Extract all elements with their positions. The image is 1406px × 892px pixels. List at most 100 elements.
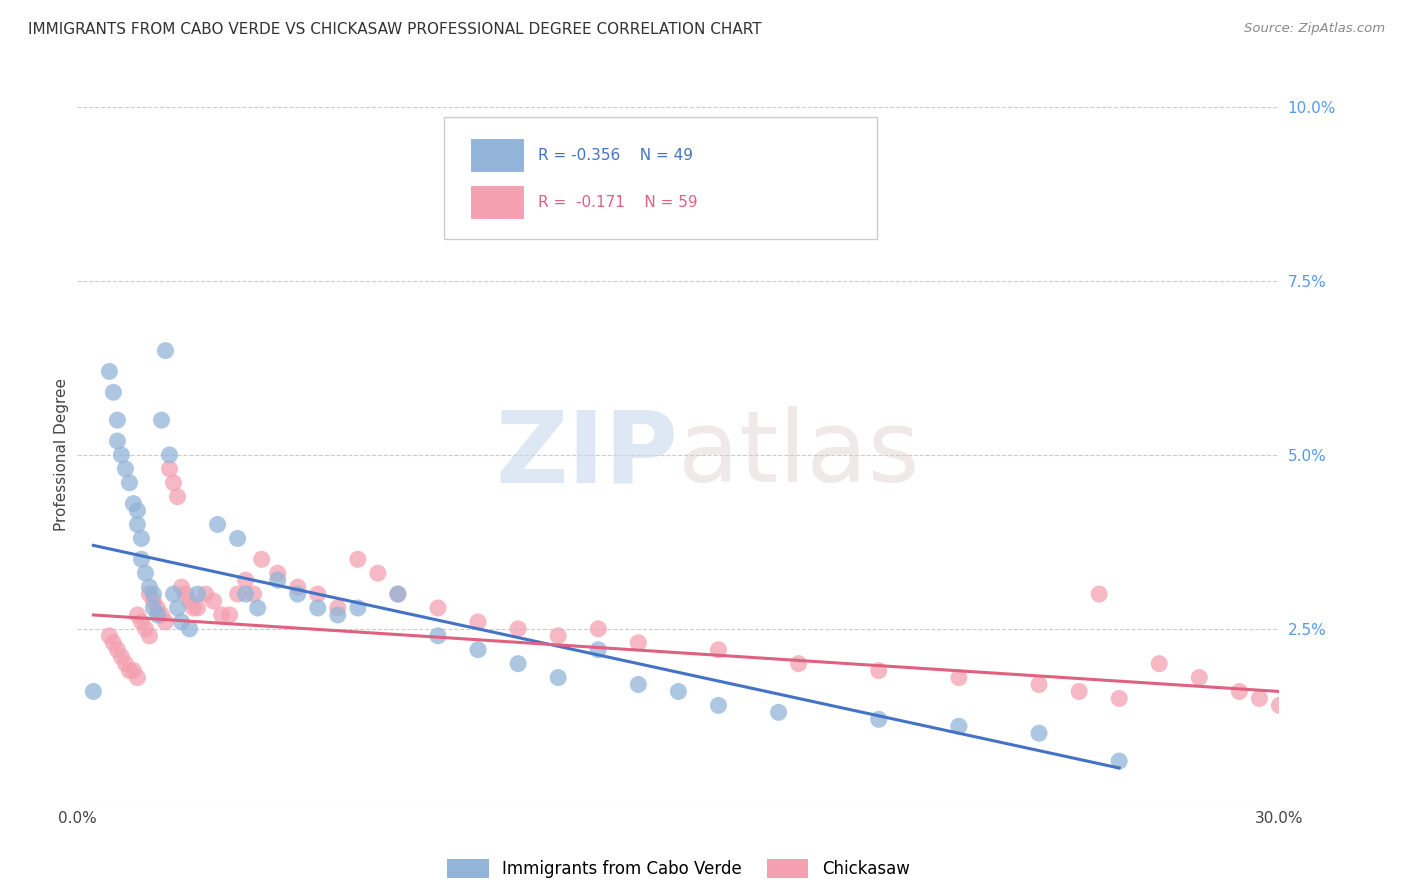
Point [1149, 657, 1171, 671]
Point [768, 706, 790, 720]
Text: Source: ZipAtlas.com: Source: ZipAtlas.com [1244, 22, 1385, 36]
Point [155, 343, 177, 358]
Point [170, 615, 193, 629]
Point [226, 532, 249, 546]
Point [287, 580, 309, 594]
Point [250, 552, 273, 566]
Point [110, 649, 132, 664]
Point [146, 607, 169, 622]
Point [508, 657, 530, 671]
Text: R = -0.356    N = 49: R = -0.356 N = 49 [537, 148, 693, 163]
Point [467, 642, 489, 657]
Point [307, 601, 329, 615]
Point [547, 671, 569, 685]
Point [707, 642, 730, 657]
Point [146, 601, 169, 615]
Point [98, 629, 121, 643]
Point [226, 587, 249, 601]
Point [142, 587, 165, 601]
Point [207, 517, 229, 532]
Point [114, 657, 136, 671]
Point [427, 629, 450, 643]
Point [179, 622, 201, 636]
Point [118, 475, 141, 490]
Point [110, 448, 132, 462]
Point [211, 607, 233, 622]
Point [183, 601, 205, 615]
Point [107, 413, 129, 427]
Point [134, 622, 156, 636]
Point [627, 677, 650, 691]
Point [82, 684, 104, 698]
Point [547, 629, 569, 643]
Text: atlas: atlas [679, 407, 920, 503]
Point [347, 601, 370, 615]
Point [1088, 587, 1111, 601]
Point [588, 642, 610, 657]
Point [103, 636, 125, 650]
Point [118, 664, 141, 678]
Point [150, 413, 173, 427]
Point [1028, 726, 1050, 740]
Point [387, 587, 409, 601]
Point [668, 684, 690, 698]
Point [267, 566, 290, 581]
Point [127, 671, 149, 685]
Point [166, 490, 188, 504]
Point [127, 517, 149, 532]
Point [326, 607, 349, 622]
Point [202, 594, 225, 608]
Point [127, 503, 149, 517]
Text: ZIP: ZIP [495, 407, 679, 503]
Point [347, 552, 370, 566]
Point [1028, 677, 1050, 691]
Point [170, 580, 193, 594]
Point [131, 615, 153, 629]
Point [1249, 691, 1271, 706]
Point [627, 636, 650, 650]
Point [235, 587, 257, 601]
Legend: Immigrants from Cabo Verde, Chickasaw: Immigrants from Cabo Verde, Chickasaw [440, 853, 917, 885]
Point [138, 580, 160, 594]
Point [150, 607, 173, 622]
Point [287, 587, 309, 601]
Point [1188, 671, 1211, 685]
Point [103, 385, 125, 400]
Point [1108, 754, 1130, 768]
Point [787, 657, 810, 671]
Point [235, 573, 257, 587]
Point [242, 587, 264, 601]
Point [122, 497, 145, 511]
Text: IMMIGRANTS FROM CABO VERDE VS CHICKASAW PROFESSIONAL DEGREE CORRELATION CHART: IMMIGRANTS FROM CABO VERDE VS CHICKASAW … [28, 22, 762, 37]
Point [142, 594, 165, 608]
Text: R =  -0.171    N = 59: R = -0.171 N = 59 [537, 194, 697, 210]
Point [122, 664, 145, 678]
Point [1108, 691, 1130, 706]
Point [467, 615, 489, 629]
Point [427, 601, 450, 615]
Point [218, 607, 240, 622]
Point [138, 629, 160, 643]
Point [187, 587, 209, 601]
Point [98, 364, 121, 378]
Point [307, 587, 329, 601]
FancyBboxPatch shape [471, 138, 524, 173]
Point [588, 622, 610, 636]
Point [367, 566, 389, 581]
Point [326, 601, 349, 615]
Point [174, 587, 197, 601]
Point [107, 434, 129, 448]
Point [131, 552, 153, 566]
Point [166, 601, 188, 615]
Point [162, 475, 184, 490]
Point [246, 601, 269, 615]
Point [159, 448, 181, 462]
Point [948, 719, 970, 733]
Point [114, 462, 136, 476]
Point [162, 587, 184, 601]
Point [134, 566, 156, 581]
Point [155, 615, 177, 629]
Point [267, 573, 290, 587]
Point [159, 462, 181, 476]
Point [138, 587, 160, 601]
